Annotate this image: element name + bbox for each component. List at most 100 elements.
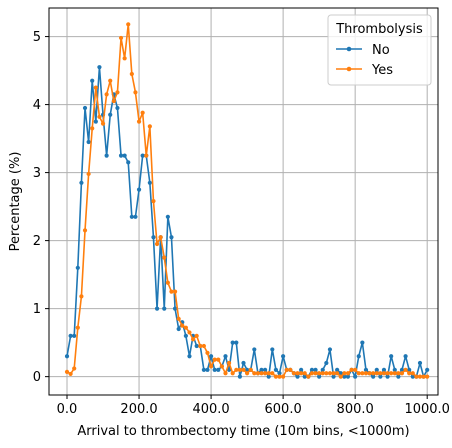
data-point xyxy=(198,344,202,348)
legend-marker xyxy=(347,67,352,72)
data-point xyxy=(256,371,260,375)
data-point xyxy=(115,106,119,110)
data-point xyxy=(274,375,278,379)
data-point xyxy=(105,92,109,96)
data-point xyxy=(130,215,134,219)
data-point xyxy=(227,361,231,365)
data-point xyxy=(87,172,91,176)
data-point xyxy=(241,361,245,365)
data-point xyxy=(166,281,170,285)
data-point xyxy=(184,326,188,330)
data-point xyxy=(310,371,314,375)
data-point xyxy=(119,36,123,40)
y-tick-label: 2 xyxy=(33,234,41,249)
data-point xyxy=(216,368,220,372)
data-point xyxy=(364,371,368,375)
data-point xyxy=(234,368,238,372)
data-point xyxy=(295,371,299,375)
data-point xyxy=(133,215,137,219)
data-point xyxy=(191,337,195,341)
data-point xyxy=(69,334,73,338)
data-point xyxy=(371,371,375,375)
data-point xyxy=(281,354,285,358)
x-tick-label: 1000.0 xyxy=(404,402,450,417)
data-point xyxy=(288,368,292,372)
data-point xyxy=(130,72,134,76)
data-point xyxy=(90,126,94,130)
data-point xyxy=(115,90,119,94)
data-point xyxy=(94,119,98,123)
data-point xyxy=(349,368,353,372)
data-point xyxy=(119,153,123,157)
data-point xyxy=(328,371,332,375)
data-point xyxy=(126,22,130,26)
data-point xyxy=(407,371,411,375)
data-point xyxy=(245,371,249,375)
data-point xyxy=(357,354,361,358)
data-point xyxy=(321,371,325,375)
data-point xyxy=(177,327,181,331)
data-point xyxy=(389,354,393,358)
data-point xyxy=(76,266,80,270)
data-point xyxy=(342,371,346,375)
data-point xyxy=(79,294,83,298)
data-point xyxy=(324,361,328,365)
data-point xyxy=(79,181,83,185)
data-point xyxy=(249,368,253,372)
data-point xyxy=(148,124,152,128)
data-point xyxy=(133,90,137,94)
y-tick-label: 4 xyxy=(33,98,41,113)
data-point xyxy=(141,111,145,115)
data-point xyxy=(187,354,191,358)
legend-label: No xyxy=(372,43,390,58)
y-tick-label: 3 xyxy=(33,166,41,181)
x-tick-label: 600.0 xyxy=(265,402,302,417)
data-point xyxy=(72,366,76,370)
data-point xyxy=(83,228,87,232)
data-point xyxy=(317,371,321,375)
data-point xyxy=(396,371,400,375)
data-point xyxy=(425,368,429,372)
data-point xyxy=(385,371,389,375)
data-point xyxy=(418,375,422,379)
data-point xyxy=(367,371,371,375)
data-point xyxy=(65,354,69,358)
data-point xyxy=(299,371,303,375)
data-point xyxy=(169,235,173,239)
data-point xyxy=(144,153,148,157)
data-point xyxy=(378,371,382,375)
data-point xyxy=(393,371,397,375)
data-point xyxy=(97,115,101,119)
x-tick-label: 200.0 xyxy=(120,402,157,417)
data-point xyxy=(414,375,418,379)
data-point xyxy=(303,371,307,375)
data-point xyxy=(353,368,357,372)
legend-marker xyxy=(347,47,352,52)
x-tick-label: 400.0 xyxy=(192,402,229,417)
data-point xyxy=(331,371,335,375)
legend: Thrombolysis NoYes xyxy=(328,15,431,85)
data-point xyxy=(360,371,364,375)
data-point xyxy=(90,79,94,83)
data-point xyxy=(187,330,191,334)
data-point xyxy=(72,334,76,338)
data-point xyxy=(292,371,296,375)
data-point xyxy=(346,371,350,375)
y-tick-label: 5 xyxy=(33,30,41,45)
data-point xyxy=(335,371,339,375)
data-point xyxy=(216,358,220,362)
y-tick-label: 1 xyxy=(33,302,41,317)
data-point xyxy=(425,375,429,379)
data-point xyxy=(234,341,238,345)
data-point xyxy=(205,368,209,372)
data-point xyxy=(112,99,116,103)
data-point xyxy=(162,307,166,311)
data-point xyxy=(267,371,271,375)
data-point xyxy=(195,334,199,338)
data-point xyxy=(223,354,227,358)
data-point xyxy=(421,375,425,379)
data-point xyxy=(375,371,379,375)
data-point xyxy=(281,375,285,379)
data-point xyxy=(159,235,163,239)
